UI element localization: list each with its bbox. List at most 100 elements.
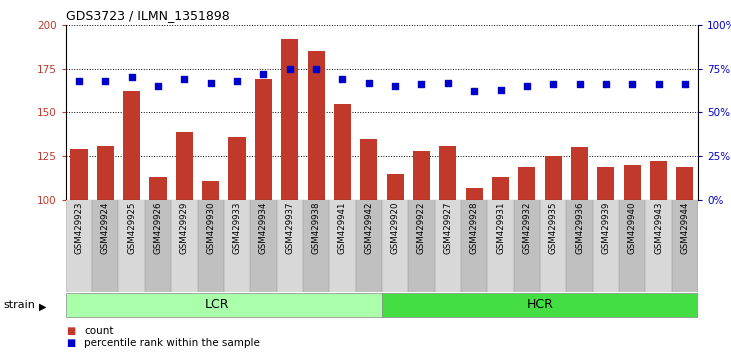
Bar [96,146,114,200]
Bar [593,200,619,292]
Point [521,83,533,89]
Text: GSM429922: GSM429922 [417,202,426,255]
Text: GSM429931: GSM429931 [496,202,505,255]
Bar [672,200,698,292]
Bar [387,174,404,200]
Bar [175,132,193,200]
Bar [645,200,672,292]
Bar [540,200,567,292]
Text: GSM429940: GSM429940 [628,202,637,255]
Text: GSM429944: GSM429944 [681,202,689,255]
Bar [197,200,224,292]
Bar [334,104,351,200]
Text: percentile rank within the sample: percentile rank within the sample [84,338,260,348]
Point [336,76,348,82]
Bar [567,200,593,292]
Text: GSM429930: GSM429930 [206,202,215,255]
Point [653,81,664,87]
Bar [303,200,329,292]
Text: GSM429936: GSM429936 [575,202,584,255]
Text: GSM429942: GSM429942 [364,202,374,255]
Text: ▶: ▶ [39,302,46,312]
Text: GSM429926: GSM429926 [154,202,162,255]
Bar [360,139,377,200]
Text: GSM429925: GSM429925 [127,202,136,255]
Text: GSM429939: GSM429939 [602,202,610,254]
Bar [145,200,171,292]
Bar [308,51,325,200]
Bar [255,79,272,200]
Point [284,66,295,72]
Bar [66,293,382,317]
Point [495,87,507,92]
Bar [413,151,430,200]
Point [257,71,269,77]
Text: GSM429929: GSM429929 [180,202,189,254]
Text: GSM429938: GSM429938 [311,202,321,255]
Bar [676,167,694,200]
Bar [118,200,145,292]
Text: GSM429941: GSM429941 [338,202,347,255]
Bar [171,200,197,292]
Bar [488,200,514,292]
Bar [276,200,303,292]
Text: GDS3723 / ILMN_1351898: GDS3723 / ILMN_1351898 [66,9,230,22]
Text: GSM429928: GSM429928 [469,202,479,255]
Text: count: count [84,326,113,336]
Text: GSM429932: GSM429932 [523,202,531,255]
Bar [461,200,488,292]
Point [205,80,216,85]
Text: GSM429927: GSM429927 [443,202,452,255]
Bar [229,137,246,200]
Bar [597,167,615,200]
Bar [202,181,219,200]
Bar [382,293,698,317]
Bar [492,177,509,200]
Point [469,88,480,94]
Bar [439,146,456,200]
Bar [624,165,641,200]
Bar [66,200,92,292]
Point [73,78,85,84]
Point [363,80,374,85]
Text: GSM429937: GSM429937 [285,202,295,255]
Text: GSM429943: GSM429943 [654,202,663,255]
Point [310,66,322,72]
Bar [382,200,409,292]
Text: ■: ■ [66,326,75,336]
Bar [571,147,588,200]
Bar [329,200,355,292]
Text: GSM429933: GSM429933 [232,202,241,255]
Bar [224,200,250,292]
Bar [466,188,482,200]
Text: LCR: LCR [205,298,230,311]
Bar [514,200,540,292]
Point [600,81,612,87]
Point [231,78,243,84]
Point [126,75,137,80]
Bar [70,149,88,200]
Bar [355,200,382,292]
Point [152,83,164,89]
Point [442,80,454,85]
Text: HCR: HCR [526,298,553,311]
Bar [250,200,276,292]
Bar [435,200,461,292]
Text: GSM429924: GSM429924 [101,202,110,255]
Text: GSM429935: GSM429935 [549,202,558,255]
Point [99,78,111,84]
Point [416,81,428,87]
Text: ■: ■ [66,338,75,348]
Point [390,83,401,89]
Bar [92,200,118,292]
Bar [149,177,167,200]
Point [574,81,586,87]
Point [626,81,638,87]
Bar [281,39,298,200]
Point [548,81,559,87]
Text: GSM429920: GSM429920 [390,202,400,255]
Bar [123,91,140,200]
Point [178,76,190,82]
Bar [545,156,561,200]
Bar [409,200,435,292]
